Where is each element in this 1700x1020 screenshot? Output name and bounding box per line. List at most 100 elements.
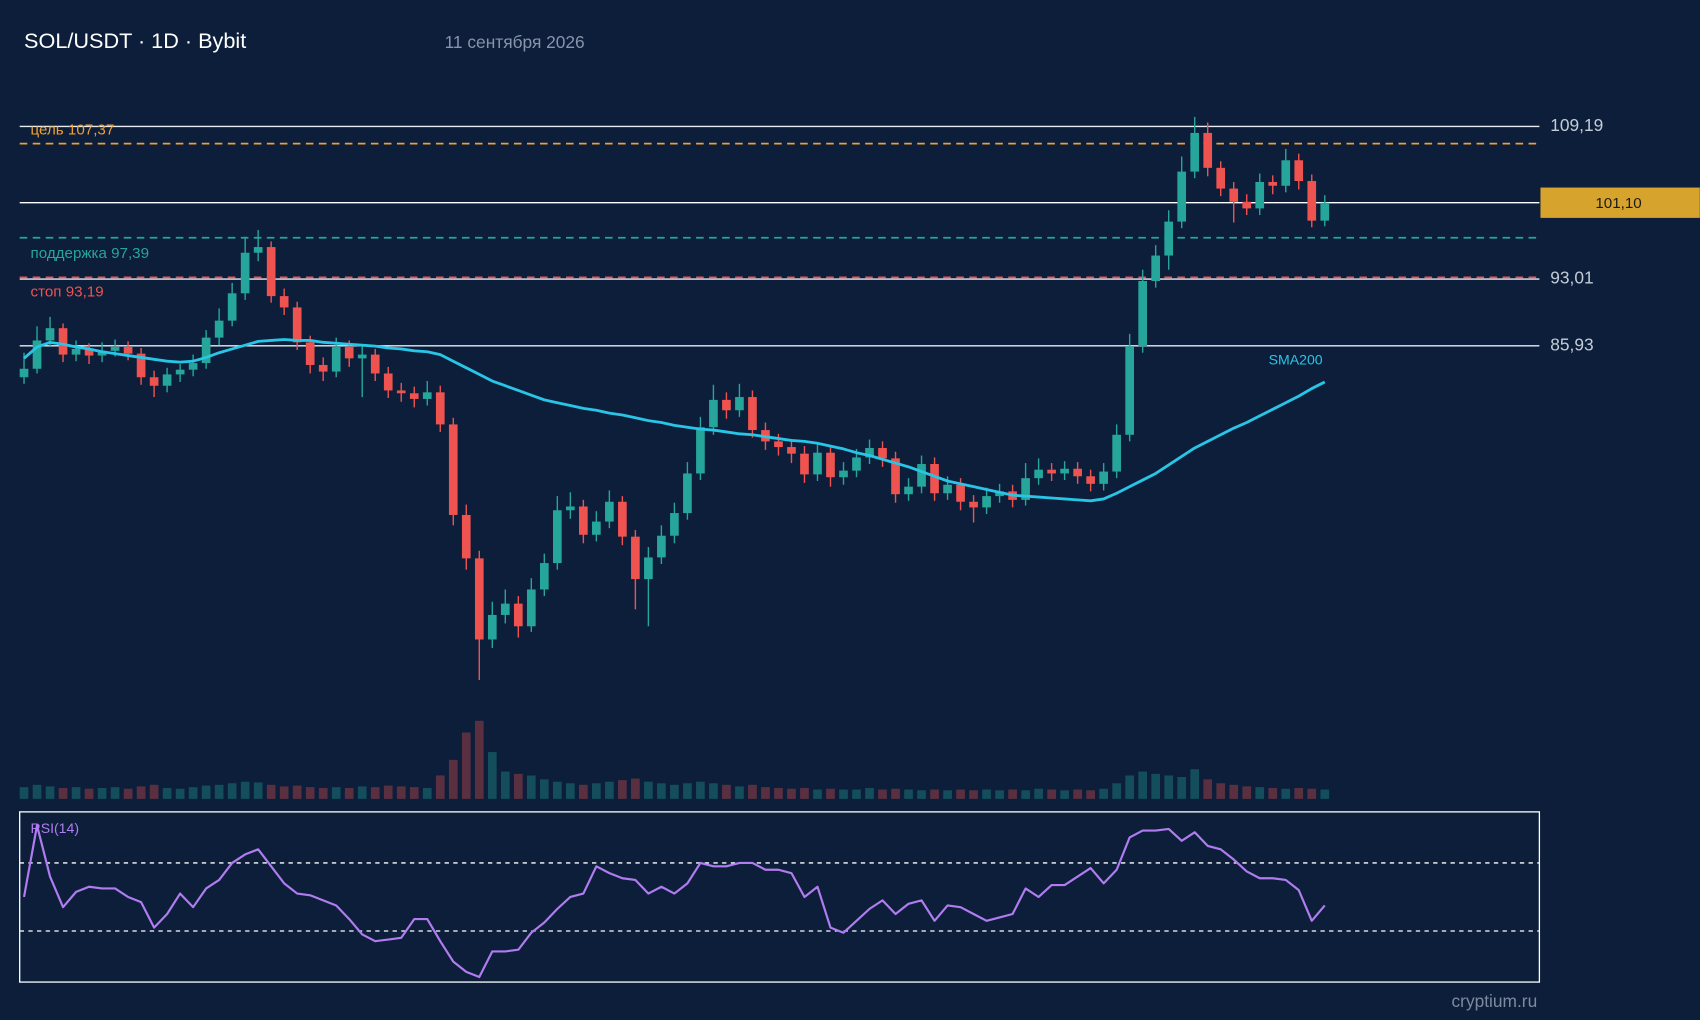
volume-bar bbox=[1008, 789, 1017, 799]
candle-body bbox=[84, 348, 94, 356]
volume-bar bbox=[58, 787, 68, 799]
candle-body bbox=[344, 347, 354, 359]
candle-body bbox=[266, 247, 276, 297]
volume-bar bbox=[982, 789, 991, 799]
volume-bar bbox=[1294, 787, 1304, 799]
volume-bar bbox=[448, 759, 458, 799]
volume-bar bbox=[1268, 787, 1278, 799]
candle-body bbox=[670, 513, 679, 536]
candle-body bbox=[605, 501, 614, 522]
candle-body bbox=[735, 397, 744, 411]
volume-bar bbox=[1229, 784, 1239, 799]
volume-bar bbox=[240, 781, 250, 799]
volume-bar bbox=[774, 787, 783, 799]
volume-bar bbox=[1034, 788, 1043, 799]
volume-bar bbox=[1112, 783, 1121, 799]
candle-body bbox=[943, 484, 952, 494]
candle-body bbox=[331, 347, 341, 372]
volume-bar bbox=[943, 790, 952, 799]
volume-bar bbox=[110, 787, 120, 799]
volume-bar bbox=[305, 787, 315, 799]
candle-body bbox=[644, 557, 653, 580]
candle-body bbox=[539, 563, 549, 590]
volume-bar bbox=[1190, 769, 1200, 799]
candle-body bbox=[357, 354, 367, 359]
candle-body bbox=[149, 377, 159, 386]
rsi-panel bbox=[19, 811, 1541, 983]
candle-body bbox=[956, 484, 965, 502]
volume-bar bbox=[1242, 786, 1252, 799]
volume-bar bbox=[891, 788, 900, 799]
volume-bar bbox=[1086, 790, 1095, 799]
rsi-label: RSI(14) bbox=[31, 820, 80, 836]
candle-body bbox=[136, 353, 146, 378]
candle-body bbox=[474, 558, 484, 640]
candle-body bbox=[240, 252, 250, 294]
candle-body bbox=[579, 506, 588, 535]
volume-bar bbox=[1099, 788, 1108, 799]
candle-body bbox=[826, 452, 835, 478]
volume-bar bbox=[826, 788, 835, 799]
volume-bar bbox=[722, 784, 731, 799]
volume-bar bbox=[839, 789, 848, 799]
candle-body bbox=[917, 464, 926, 487]
volume-bar bbox=[670, 784, 679, 799]
candle-body bbox=[1099, 471, 1108, 484]
candle-body bbox=[1138, 281, 1148, 347]
volume-bar bbox=[292, 785, 302, 799]
volume-bar bbox=[631, 778, 640, 799]
volume-bar bbox=[956, 789, 965, 799]
candle-body bbox=[513, 603, 523, 627]
volume-bar bbox=[487, 752, 497, 799]
candle-body bbox=[305, 342, 315, 365]
volume-bar bbox=[865, 787, 874, 799]
volume-bar bbox=[266, 784, 276, 799]
volume-bar bbox=[175, 788, 185, 799]
candle-body bbox=[1320, 202, 1330, 221]
candle-body bbox=[930, 464, 939, 494]
candle-body bbox=[657, 535, 666, 558]
candle-body bbox=[878, 447, 887, 459]
candle-body bbox=[123, 347, 133, 354]
candle-body bbox=[201, 337, 211, 364]
candle-body bbox=[19, 368, 29, 378]
candle-body bbox=[1203, 132, 1213, 168]
candle-body bbox=[982, 496, 991, 508]
volume-bar bbox=[878, 789, 887, 799]
volume-bar bbox=[357, 786, 367, 799]
volume-bar bbox=[735, 786, 744, 799]
candle-body bbox=[1281, 160, 1291, 186]
candle-body bbox=[1112, 434, 1121, 472]
candle-body bbox=[1164, 221, 1174, 256]
candle-body bbox=[1190, 132, 1200, 172]
candle-body bbox=[71, 348, 81, 355]
candle-body bbox=[32, 340, 42, 369]
candle-body bbox=[1268, 181, 1278, 186]
sma-line bbox=[23, 338, 1326, 503]
candle-body bbox=[1125, 346, 1134, 435]
volume-bar bbox=[644, 781, 653, 799]
candle-body bbox=[214, 320, 224, 338]
volume-bar bbox=[32, 784, 42, 799]
y-tick-label: 85,93 bbox=[1550, 334, 1593, 354]
candle-body bbox=[526, 589, 536, 627]
volume-bar bbox=[1164, 775, 1174, 799]
candle-body bbox=[1047, 469, 1056, 474]
watermark: cryptium.ru bbox=[1452, 991, 1538, 1011]
volume-bar bbox=[1281, 788, 1291, 799]
volume-bar bbox=[1021, 790, 1030, 799]
volume-bar bbox=[253, 782, 263, 799]
candle-body bbox=[383, 373, 393, 391]
volume-bar bbox=[123, 788, 133, 799]
y-tick-label: 93,01 bbox=[1550, 268, 1593, 288]
candle-body bbox=[1034, 469, 1043, 479]
volume-bar bbox=[904, 789, 913, 799]
candle-body bbox=[487, 614, 497, 640]
volume-bar bbox=[1151, 773, 1161, 799]
volume-bar bbox=[995, 790, 1004, 799]
volume-bar bbox=[19, 787, 29, 799]
volume-bar bbox=[331, 787, 341, 799]
volume-bar bbox=[683, 783, 692, 799]
